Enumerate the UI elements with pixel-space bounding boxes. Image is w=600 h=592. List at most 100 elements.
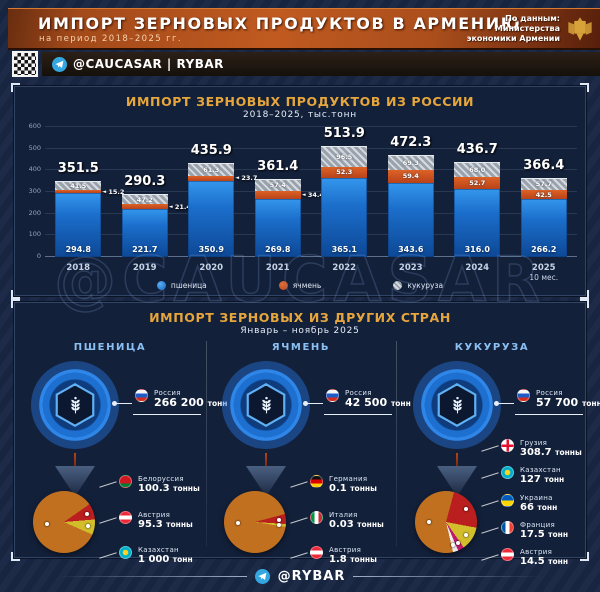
hexagon-frame bbox=[55, 383, 95, 427]
bar-total-label: 290.3 bbox=[124, 174, 166, 190]
telegram-handle[interactable]: @CAUCASAR | RYBAR bbox=[73, 57, 224, 71]
corn-value-label: 69.3 bbox=[402, 158, 419, 167]
barley-value-label: ◄ 34.4 bbox=[301, 190, 324, 199]
wheat-segment: 365.1 bbox=[321, 177, 368, 257]
barley-value-label: ◄ 21.4 bbox=[168, 202, 191, 211]
leader-line bbox=[481, 554, 499, 561]
leader-line bbox=[99, 516, 117, 524]
slice-labels: Грузия 308.7 тонны Казахстан 127 тонн Украин… bbox=[481, 439, 585, 567]
grain-column-0: Россия 266 200 тонн Белоруссия 100.3 тонны А… bbox=[15, 357, 227, 565]
country-name: Казахстан bbox=[520, 466, 561, 475]
bar-group-2019: 47.2 221.7 ◄ 21.4 290.3 2019 bbox=[112, 127, 191, 273]
flag-de-icon bbox=[310, 475, 323, 488]
country-name: Италия bbox=[329, 510, 358, 519]
country-label-Австрия: Австрия 1.8 тонны bbox=[290, 546, 394, 565]
country-pie bbox=[224, 491, 286, 553]
footer-handle[interactable]: @RYBAR bbox=[277, 568, 346, 584]
flag-kz-icon bbox=[119, 546, 132, 559]
wheat-value-label: 294.8 bbox=[65, 245, 91, 254]
flag-ua-icon bbox=[501, 493, 514, 507]
corn-segment: 61.3 bbox=[188, 162, 235, 176]
hexagon-frame bbox=[437, 383, 477, 427]
pie-chart bbox=[415, 491, 477, 553]
corn-segment: 41.5 bbox=[55, 180, 102, 190]
russia-donut bbox=[222, 361, 310, 449]
bar-total-label: 513.9 bbox=[323, 125, 365, 141]
country-value: 95.3 тонны bbox=[138, 518, 193, 530]
leader-line bbox=[290, 481, 308, 488]
section-title: ИМПОРТ ЗЕРНОВЫХ ИЗ ДРУГИХ СТРАН bbox=[149, 310, 451, 325]
gridline: 100 bbox=[29, 230, 577, 238]
grain-column-1: Россия 42 500 тонн Германия 0.1 тонны Италия… bbox=[206, 357, 411, 565]
callout-line bbox=[494, 401, 514, 406]
slice-dot bbox=[236, 520, 241, 525]
bar-group-2018: 41.5 294.8 ◄ 15.2 351.5 2018 bbox=[45, 127, 124, 273]
stacked-bar: 68.0 52.7 316.0 bbox=[454, 162, 501, 257]
country-value: 42 500 тонн bbox=[345, 396, 411, 409]
wheat-value-label: 221.7 bbox=[132, 245, 158, 254]
country-name: Россия bbox=[154, 389, 181, 397]
y-tick-label: 0 bbox=[36, 252, 41, 260]
bar-group-2021: 57.4 269.8 ◄ 34.4 361.4 2021 bbox=[245, 127, 324, 273]
flag-at-icon bbox=[119, 510, 132, 524]
leader-line bbox=[481, 499, 499, 507]
bar-total-label: 436.7 bbox=[456, 142, 498, 158]
country-value: 1.8 тонны bbox=[329, 554, 377, 565]
funnel-stem bbox=[74, 453, 76, 466]
russia-callout: Россия 42 500 тонн bbox=[326, 389, 411, 410]
wheat-segment: 316.0 bbox=[454, 188, 501, 257]
country-value: 127 тонн bbox=[520, 474, 565, 486]
country-value: 0.1 тонны bbox=[329, 483, 377, 494]
funnel-stem bbox=[456, 453, 458, 466]
x-axis-label: 2021 bbox=[265, 263, 290, 273]
armenia-coat-of-arms-icon bbox=[566, 15, 594, 47]
label-text: Украина 66 тонн bbox=[520, 494, 557, 513]
wheat-value-label: 343.6 bbox=[398, 245, 424, 254]
legend-label: пшеница bbox=[170, 281, 207, 290]
bar-group-2022: 96.5 52.3 365.1 513.9 2022 bbox=[311, 125, 378, 273]
gridline: 500 bbox=[29, 144, 577, 152]
barley-value-label: ◄ 23.7 bbox=[235, 174, 258, 183]
stacked-bar: 61.3 350.9 bbox=[188, 162, 235, 257]
callout-text: Россия 57 700 тонн bbox=[536, 389, 600, 410]
country-label-Австрия: Австрия 95.3 тонны bbox=[99, 510, 203, 530]
bar-group-2025: 57.7 42.5 266.2 366.4 2025 10 мес. bbox=[511, 127, 578, 282]
callout-text: Россия 42 500 тонн bbox=[345, 389, 411, 410]
bar-total-label: 351.5 bbox=[57, 160, 99, 176]
barley-value-label: 42.5 bbox=[535, 190, 552, 199]
stacked-bar: 41.5 294.8 bbox=[55, 180, 102, 257]
slice-dot bbox=[464, 533, 469, 538]
country-value: 0.03 тонны bbox=[329, 518, 384, 530]
country-name: Грузия bbox=[520, 439, 548, 447]
country-label-Франция: Франция 17.5 тонн bbox=[481, 520, 585, 540]
bar-group-2024: 68.0 52.7 316.0 436.7 2024 bbox=[444, 127, 511, 273]
legend-label: ячмень bbox=[292, 281, 322, 290]
flag-ru-icon bbox=[326, 389, 339, 402]
slice-dot bbox=[45, 521, 50, 526]
column-divider bbox=[396, 341, 397, 547]
label-text: Австрия 1.8 тонны bbox=[329, 546, 377, 565]
pie-chart bbox=[224, 491, 286, 553]
country-label-Украина: Украина 66 тонн bbox=[481, 493, 585, 513]
country-name: Казахстан bbox=[138, 546, 179, 554]
country-label-Грузия: Грузия 308.7 тонны bbox=[481, 439, 585, 458]
barley-segment: 52.7 bbox=[454, 177, 501, 189]
slice-dot bbox=[85, 523, 90, 528]
leader-line bbox=[290, 552, 308, 559]
header-band: ИМПОРТ ЗЕРНОВЫХ ПРОДУКТОВ В АРМЕНИЮ на п… bbox=[8, 8, 600, 50]
telegram-icon bbox=[254, 568, 270, 584]
y-tick-label: 200 bbox=[28, 208, 41, 217]
flag-at-icon bbox=[501, 548, 514, 561]
gridline: 600 bbox=[29, 122, 577, 130]
x-axis-note: 10 мес. bbox=[529, 273, 559, 282]
label-text: Италия 0.03 тонны bbox=[329, 511, 384, 530]
telegram-icon bbox=[52, 56, 67, 72]
corn-value-label: 47.2 bbox=[136, 195, 153, 204]
slice-dot bbox=[464, 507, 469, 512]
barley-segment bbox=[121, 204, 168, 209]
barley-value-label: 59.4 bbox=[402, 171, 419, 180]
funnel-triangle bbox=[437, 466, 477, 494]
x-axis-label: 2020 bbox=[199, 263, 224, 273]
qr-code[interactable] bbox=[12, 51, 38, 77]
slice-dot bbox=[451, 542, 456, 547]
